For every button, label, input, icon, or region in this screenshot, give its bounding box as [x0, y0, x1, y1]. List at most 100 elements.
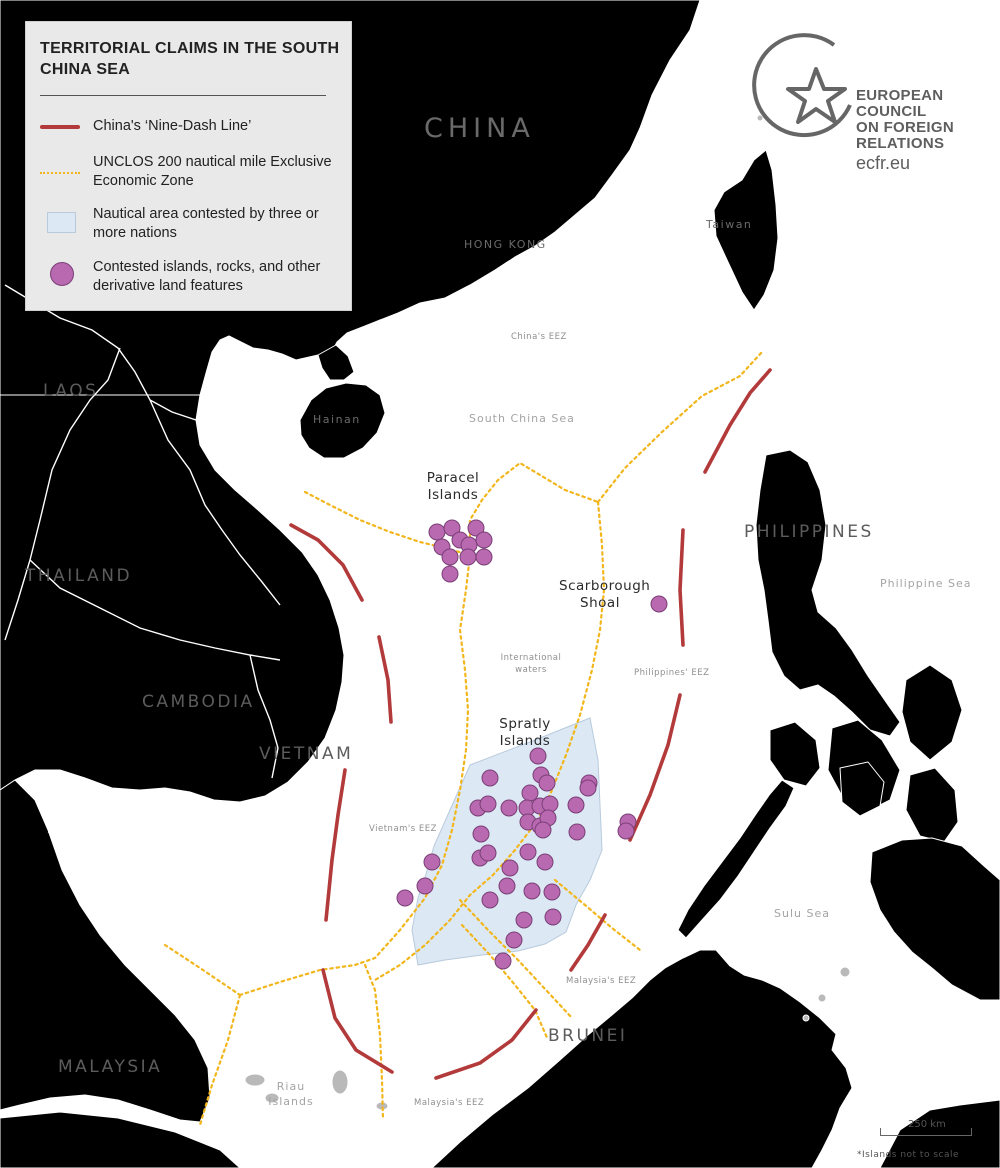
eez-thailand-gulf — [163, 943, 242, 997]
eez-china-philippines-north — [596, 350, 764, 504]
label-philippines: PHILIPPINES — [744, 522, 874, 542]
contested-feature-marker — [538, 774, 556, 792]
eez-vietnam-central — [450, 553, 472, 832]
contested-feature-marker — [479, 795, 497, 813]
eez-natuna — [363, 963, 385, 1122]
label-sulu-sea: Sulu Sea — [774, 907, 830, 920]
label-malaysia-eez-east: Malaysia's EEZ — [566, 976, 637, 986]
legend-eez-label: UNCLOS 200 nautical mile Exclusive Econo… — [93, 154, 332, 189]
contested-feature-marker — [501, 859, 519, 877]
contested-feature-marker — [519, 843, 537, 861]
samar-island — [901, 664, 963, 761]
contested-feature-marker — [529, 747, 547, 765]
border-thailand-cambodia — [29, 559, 281, 661]
sulu-islet-b — [817, 993, 827, 1003]
label-laos: LAOS — [43, 381, 99, 401]
contested-feature-marker — [396, 889, 414, 907]
contested-feature-marker — [494, 952, 512, 970]
footnote: *Islands not to scale — [857, 1150, 960, 1160]
legend-divider — [40, 95, 326, 96]
contested-feature-marker — [617, 822, 635, 840]
eez-malaysia-east — [553, 878, 642, 952]
eez-malaysia-peninsula — [198, 993, 242, 1127]
riau-island-a — [244, 1073, 266, 1087]
contested-feature-marker — [441, 565, 459, 583]
contested-feature-marker — [534, 821, 552, 839]
contested-feature-marker — [481, 891, 499, 909]
legend-contested-area-label: Nautical area contested by three or more… — [93, 206, 319, 241]
leizhou-peninsula — [317, 344, 355, 381]
riau-island-c — [331, 1069, 349, 1095]
contested-feature-marker — [443, 519, 461, 537]
label-brunei: BRUNEI — [548, 1026, 628, 1046]
ecfr-wordmark-line-1: EUROPEAN — [856, 87, 944, 104]
nine-dash-segment-8 — [678, 528, 685, 647]
contested-feature-marker — [500, 799, 518, 817]
contested-feature-marker — [543, 883, 561, 901]
eez-brunei-mid — [460, 923, 550, 1042]
taiwan-island — [713, 149, 779, 311]
eez-malaysia-north — [373, 818, 540, 982]
label-hong-kong: HONG KONG — [464, 238, 547, 251]
contested-feature-marker — [544, 908, 562, 926]
contested-feature-marker — [523, 882, 541, 900]
contested-feature-marker — [416, 877, 434, 895]
sumatra — [0, 1111, 241, 1168]
label-hainan: Hainan — [313, 413, 361, 426]
ecfr-wordmark: EUROPEAN COUNCIL ON FOREIGN RELATIONS — [856, 88, 954, 152]
ecfr-logo: EUROPEAN COUNCIL ON FOREIGN RELATIONS ec… — [750, 27, 990, 187]
contested-feature-marker — [441, 548, 459, 566]
nine-dash-segment-9 — [703, 368, 772, 474]
scale-label: 250 km — [908, 1119, 946, 1130]
border-thailand-malaysia — [47, 831, 96, 841]
nine-dash-segment-5 — [434, 1008, 538, 1080]
border-laos-vietnam — [149, 399, 281, 606]
legend-nine-dash-label: China's ‘Nine-Dash Line’ — [93, 118, 252, 134]
contested-feature-marker — [475, 548, 493, 566]
contested-feature-marker — [579, 779, 597, 797]
sulu-islet-a — [839, 966, 851, 978]
nine-dash-segment-7 — [628, 693, 682, 842]
hainan-island — [299, 382, 386, 459]
contested-feature-marker — [498, 877, 516, 895]
label-philippines-eez: Philippines' EEZ — [634, 668, 710, 678]
palawan-island — [677, 779, 795, 939]
legend-contested-area-swatch — [47, 212, 76, 233]
contested-features — [396, 519, 668, 970]
ecfr-wordmark-line-3: ON FOREIGN — [856, 119, 955, 136]
label-vietnam: VIETNAM — [259, 744, 354, 764]
panay-island — [839, 761, 885, 817]
border-brunei — [519, 989, 601, 1011]
label-philippine-sea: Philippine Sea — [880, 577, 972, 590]
riau-island-b — [264, 1092, 280, 1104]
contested-feature-marker — [423, 853, 441, 871]
label-cambodia: CAMBODIA — [142, 692, 255, 712]
ecfr-logo-mark-icon — [752, 33, 852, 138]
legend-eez-swatch — [40, 172, 80, 174]
nine-dash-segment-2 — [377, 635, 393, 724]
label-taiwan: Taiwan — [706, 218, 753, 231]
contested-feature-marker — [475, 531, 493, 549]
contested-feature-marker — [428, 523, 446, 541]
mindanao — [869, 837, 1000, 1001]
islet-north — [756, 114, 764, 122]
contested-feature-marker — [467, 519, 485, 537]
legend-contested-features-label: Contested islands, rocks, and other deri… — [93, 259, 321, 294]
eez-lines — [163, 350, 764, 1127]
nine-dash-segment-1 — [289, 523, 364, 602]
luzon — [755, 449, 901, 737]
contested-feature-marker — [505, 931, 523, 949]
contested-feature-marker — [541, 795, 559, 813]
malay-peninsula — [0, 779, 211, 1123]
nine-dash-segment-4 — [321, 968, 394, 1074]
label-scarborough-shoal: Scarborough Shoal — [559, 578, 651, 611]
label-riau-islands: Riau Islands — [268, 1080, 314, 1108]
label-spratly-islands: Spratly Islands — [499, 716, 551, 749]
contested-feature-marker — [521, 784, 539, 802]
ecfr-wordmark-line-4: RELATIONS — [856, 135, 945, 152]
scale-bar — [880, 1128, 972, 1136]
contested-feature-marker — [459, 548, 477, 566]
contested-feature-marker — [536, 853, 554, 871]
